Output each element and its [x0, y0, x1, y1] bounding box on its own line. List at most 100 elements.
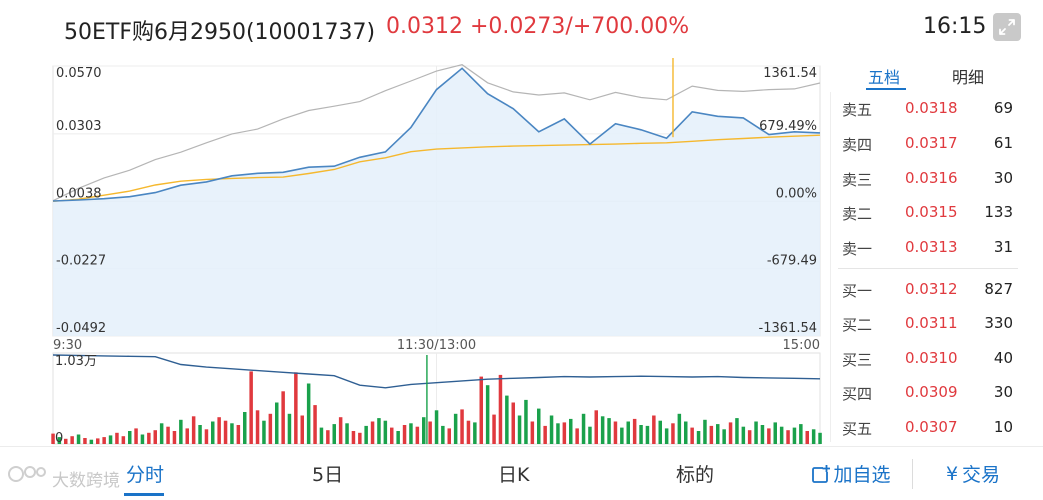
- action-separator: [912, 459, 913, 489]
- volume-bar: [51, 433, 55, 444]
- volume-bar: [102, 437, 106, 444]
- ask-label: 卖二: [842, 205, 873, 223]
- volume-bar: [537, 408, 541, 444]
- volume-bar: [498, 374, 503, 444]
- volume-bar: [485, 385, 490, 444]
- book-divider: [838, 268, 1018, 269]
- y-left-tick-label: -0.0492: [56, 321, 106, 336]
- volume-bar: [441, 425, 445, 444]
- volume-bar: [230, 423, 234, 444]
- bid-price: 0.0310: [905, 349, 958, 367]
- volume-bar: [409, 423, 413, 444]
- order-book-tabs: 五档 明细: [830, 58, 1025, 92]
- volume-bar: [626, 421, 630, 444]
- volume-bar: [166, 426, 170, 444]
- volume-bar: [664, 428, 669, 444]
- volume-bar: [243, 412, 247, 444]
- volume-bar: [383, 420, 388, 444]
- volume-bar: [799, 424, 803, 444]
- volume-bar: [760, 425, 765, 444]
- volume-bar: [492, 414, 496, 444]
- volume-bar: [466, 420, 471, 444]
- tab-five-levels[interactable]: 五档: [868, 68, 901, 87]
- expand-icon: [999, 19, 1015, 35]
- volume-bar: [549, 415, 554, 444]
- volume-bar: [236, 425, 241, 444]
- volume-bar: [543, 425, 547, 444]
- volume-bar: [268, 413, 273, 444]
- volume-bar: [696, 431, 701, 444]
- volume-bar: [89, 439, 94, 444]
- volume-bar: [805, 431, 809, 444]
- yen-icon: ¥: [945, 462, 959, 485]
- volume-bar: [179, 419, 183, 444]
- volume-bar: [275, 402, 279, 444]
- volume-bar: [607, 418, 611, 444]
- volume-bar: [779, 426, 784, 444]
- trade-button[interactable]: ¥ 交易: [918, 447, 1028, 500]
- bid-price: 0.0309: [905, 383, 958, 401]
- ask-volume: 69: [993, 99, 1013, 117]
- bid-volume: 10: [993, 418, 1013, 436]
- volume-bar: [652, 415, 656, 444]
- ask-price: 0.0317: [905, 134, 958, 152]
- ask-row-3: 卖三 0.0316 30: [830, 169, 1025, 193]
- y-right-tick-label: -1361.54: [759, 321, 817, 336]
- volume-bar: [422, 417, 426, 444]
- volume-bar: [505, 395, 509, 444]
- bid-price: 0.0311: [905, 314, 958, 332]
- volume-bar: [223, 420, 228, 444]
- volume-bar: [390, 427, 394, 444]
- volume-bar: [722, 429, 726, 444]
- price-area-fill: [53, 68, 820, 337]
- y-left-tick-label: 0.0303: [56, 119, 102, 134]
- y-left-tick-label: 0.0038: [56, 186, 102, 201]
- volume-bar: [773, 422, 777, 444]
- tab-five-day[interactable]: 5日: [312, 464, 344, 486]
- volume-bar: [402, 425, 407, 444]
- add-watchlist-button[interactable]: 加自选: [792, 447, 910, 500]
- volume-bar: [153, 430, 157, 444]
- volume-bar: [396, 431, 400, 444]
- ask-price: 0.0316: [905, 169, 958, 187]
- volume-bar: [575, 428, 579, 444]
- ask-label: 卖五: [842, 101, 873, 119]
- ask-row-1: 卖一 0.0313 31: [830, 238, 1025, 262]
- bid-label: 买五: [842, 420, 873, 438]
- volume-bar: [70, 436, 74, 444]
- volume-bar: [658, 420, 662, 444]
- tab-intraday[interactable]: 分时: [126, 464, 165, 486]
- volume-bar: [639, 425, 643, 444]
- volume-bar: [728, 422, 733, 444]
- intraday-chart[interactable]: 0.0570 0.0303 0.0038 -0.0227 -0.0492 1361.54 6…: [0, 0, 830, 446]
- y-left-tick-label: -0.0227: [56, 254, 106, 269]
- tab-details[interactable]: 明细: [952, 68, 985, 87]
- volume-bar: [517, 415, 522, 444]
- average-price-line: [52, 134, 821, 202]
- volume-bar: [447, 428, 451, 444]
- bid-label: 买二: [842, 316, 873, 334]
- volume-bar: [306, 383, 311, 444]
- volume-bar: [735, 418, 739, 444]
- add-watchlist-label: 加自选: [833, 464, 891, 486]
- bottom-bar: 分时 5日 日K 标的 加自选 ¥ 交易: [0, 446, 1043, 500]
- ask-row-5: 卖五 0.0318 69: [830, 99, 1025, 123]
- instrument-title: 50ETF购6月2950(10001737): [64, 20, 376, 45]
- bid-row-4: 买四 0.0309 30: [830, 383, 1025, 407]
- expand-button[interactable]: [993, 13, 1021, 41]
- volume-bar: [741, 426, 746, 444]
- tab-daily-k[interactable]: 日K: [498, 464, 530, 486]
- tab-underlying[interactable]: 标的: [676, 464, 715, 486]
- volume-bar: [57, 437, 62, 444]
- volume-bar: [287, 413, 292, 444]
- y-left-tick-label: 0.0570: [56, 66, 102, 81]
- volume-bar: [121, 436, 126, 444]
- active-tab-indicator: [866, 88, 906, 90]
- volume-bar: [128, 431, 132, 444]
- volume-bar: [786, 430, 790, 444]
- volume-bar: [684, 421, 688, 444]
- volume-bar: [479, 376, 483, 444]
- volume-bar: [115, 432, 119, 444]
- ask-price: 0.0313: [905, 238, 958, 256]
- bid-volume: 330: [984, 314, 1013, 332]
